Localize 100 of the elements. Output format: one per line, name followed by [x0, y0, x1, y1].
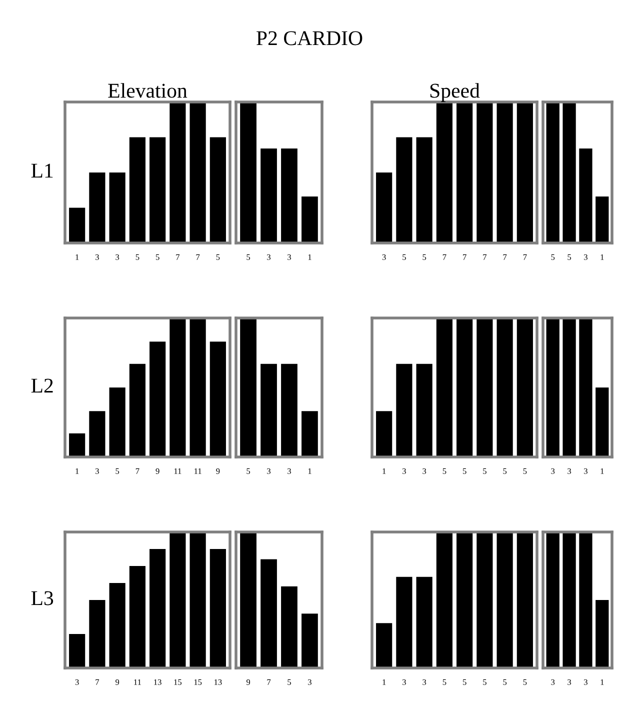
x-tick-label: 15	[174, 679, 182, 685]
x-tick-label: 3	[551, 468, 555, 474]
x-tick-label: 5	[503, 468, 507, 474]
chart-title: Elevation	[108, 83, 188, 98]
x-tick-label: 5	[246, 254, 250, 260]
x-tick-label: 15	[194, 679, 202, 685]
x-tick-label: 5	[523, 679, 527, 685]
bar	[89, 411, 106, 457]
bar	[170, 532, 186, 668]
x-tick-label: 1	[76, 254, 79, 260]
x-tick-label: 7	[196, 254, 200, 260]
x-tick-label: 3	[308, 679, 312, 685]
text: P2 CARDIO	[256, 31, 362, 46]
x-tick-label: 3	[568, 468, 572, 474]
bar	[150, 137, 166, 243]
bar	[190, 318, 206, 457]
x-tick-label: 13	[214, 679, 222, 685]
x-tick-label: 3	[267, 468, 271, 474]
y-axis-title: L3	[31, 591, 54, 606]
x-tick-label: 5	[462, 468, 466, 474]
x-tick-label: 3	[75, 679, 79, 685]
x-tick-label: 1	[382, 679, 386, 685]
x-tick-label: 7	[503, 254, 507, 260]
x-tick-label: 5	[246, 468, 250, 474]
bar	[150, 549, 166, 668]
x-tick-label: 13	[154, 679, 162, 685]
x-tick-label: 3	[116, 254, 120, 260]
bar	[69, 208, 86, 243]
x-tick-label: 3	[551, 679, 555, 685]
x-tick-label: 7	[483, 254, 487, 260]
bar	[69, 634, 86, 668]
x-tick-label: 5	[156, 254, 160, 260]
bar	[170, 318, 186, 457]
bar	[210, 549, 226, 668]
x-tick-label: 5	[568, 254, 572, 260]
x-tick-label: 5	[462, 679, 466, 685]
x-tick-label: 1	[600, 468, 604, 474]
x-tick-label: 11	[194, 468, 202, 474]
x-tick-label: 9	[156, 468, 160, 474]
bar	[89, 600, 106, 668]
x-tick-label: 3	[382, 254, 386, 260]
x-tick-label: 3	[402, 468, 406, 474]
bar	[150, 342, 166, 457]
x-tick-label: 7	[96, 679, 100, 685]
bar	[109, 172, 126, 243]
x-tick-label: 5	[116, 468, 120, 474]
x-tick-label: 3	[96, 468, 99, 474]
x-tick-label: 5	[442, 679, 446, 685]
x-tick-label: 3	[584, 468, 588, 474]
x-tick-label: 11	[174, 468, 182, 474]
x-tick-label: 5	[136, 254, 140, 260]
x-tick-label: 1	[308, 254, 312, 260]
x-tick-label: 3	[288, 468, 291, 474]
bar	[109, 583, 126, 668]
bar	[129, 137, 146, 243]
x-tick-label: 1	[600, 254, 604, 260]
x-tick-label: 3	[96, 254, 99, 260]
bar	[129, 566, 146, 668]
x-tick-label: 5	[442, 468, 446, 474]
y-axis-title: L2	[31, 378, 53, 393]
bar	[240, 532, 256, 668]
bar	[210, 137, 226, 243]
bar	[69, 433, 86, 457]
x-tick-label: 5	[402, 254, 406, 260]
bar	[302, 614, 318, 668]
x-tick-label: 3	[267, 254, 271, 260]
x-tick-label: 9	[116, 679, 120, 685]
x-tick-label: 7	[136, 468, 140, 474]
bar	[109, 388, 126, 457]
bar	[210, 342, 226, 457]
x-tick-label: 3	[422, 468, 426, 474]
x-tick-label: 11	[134, 679, 141, 685]
x-tick-label: 1	[382, 468, 386, 474]
x-tick-label: 7	[463, 254, 466, 260]
x-tick-label: 5	[288, 679, 291, 685]
x-tick-label: 9	[246, 679, 250, 685]
x-tick-label: 3	[422, 679, 426, 685]
x-tick-label: 5	[483, 468, 486, 474]
bar	[281, 586, 298, 668]
bar	[170, 102, 186, 243]
y-axis-title: L1	[31, 164, 53, 178]
bar	[190, 102, 206, 243]
bar	[129, 364, 146, 457]
x-tick-label: 1	[76, 468, 79, 474]
x-tick-label: 5	[503, 679, 507, 685]
x-tick-label: 7	[176, 254, 180, 260]
x-tick-label: 5	[422, 254, 426, 260]
x-tick-label: 3	[568, 679, 572, 685]
x-tick-label: 7	[523, 254, 527, 260]
chart-title: Speed	[430, 83, 480, 102]
x-tick-label: 1	[600, 679, 604, 685]
x-tick-label: 7	[442, 254, 446, 260]
x-tick-label: 3	[402, 679, 406, 685]
x-tick-label: 5	[483, 679, 486, 685]
x-tick-label: 1	[308, 468, 312, 474]
x-tick-label: 5	[216, 254, 220, 260]
x-tick-label: 5	[551, 254, 555, 260]
x-tick-label: 3	[584, 254, 588, 260]
bar	[190, 532, 206, 668]
x-tick-label: 7	[267, 679, 271, 685]
